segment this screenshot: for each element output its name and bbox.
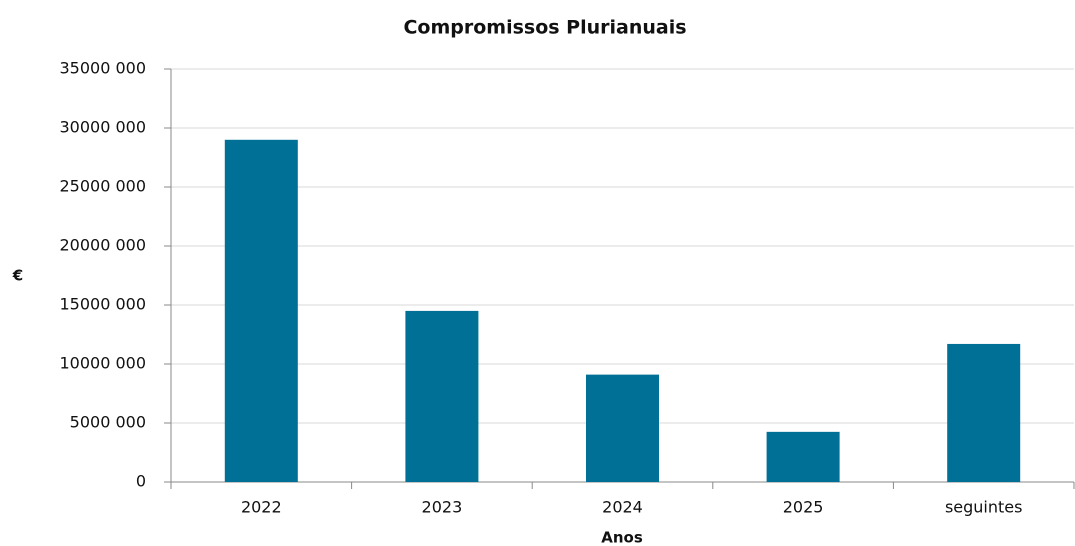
bar bbox=[766, 431, 840, 482]
x-tick-label: seguintes bbox=[945, 498, 1023, 517]
y-axis-title: € bbox=[12, 267, 23, 285]
y-tick-label: 20000 000 bbox=[59, 236, 146, 255]
x-axis-title: Anos bbox=[601, 529, 643, 546]
bar bbox=[586, 374, 659, 482]
y-tick-label: 30000 000 bbox=[59, 118, 146, 137]
bar bbox=[405, 310, 479, 482]
y-tick-label: 35000 000 bbox=[59, 59, 146, 78]
y-tick-label: 0 bbox=[136, 472, 146, 491]
x-tick-label: 2023 bbox=[422, 498, 463, 517]
y-tick-label: 10000 000 bbox=[59, 354, 146, 373]
x-tick-label: 2025 bbox=[783, 498, 824, 517]
y-tick-label: 25000 000 bbox=[59, 177, 146, 196]
bar bbox=[947, 343, 1021, 482]
x-tick-label: 2022 bbox=[241, 498, 282, 517]
y-tick-label: 5000 000 bbox=[70, 413, 146, 432]
chart-title: Compromissos Plurianuais bbox=[403, 17, 686, 39]
y-tick-label: 15000 000 bbox=[59, 295, 146, 314]
bar bbox=[224, 139, 298, 483]
x-tick-label: 2024 bbox=[602, 498, 643, 517]
